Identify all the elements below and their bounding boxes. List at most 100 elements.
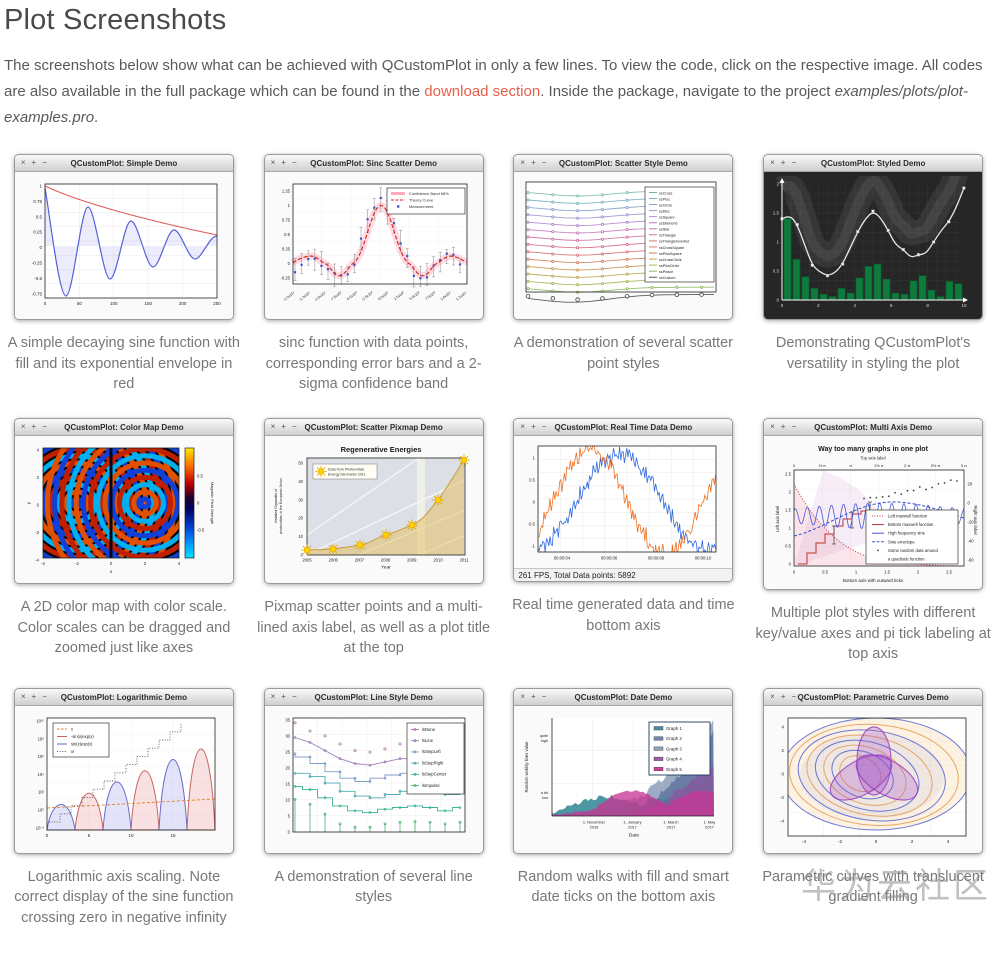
y-axis-ticks: 10¹⁰ 10⁸ 10⁶ 10⁴ 10² 10⁰ 10⁻² (36, 719, 45, 831)
window-titlebar: × + − QCustomPlot: Scatter Style Demo (514, 155, 733, 173)
close-icon: × (770, 422, 775, 432)
tick-label: 1.25 (281, 189, 290, 194)
tick-label: 0.25 (281, 247, 290, 252)
tick-label: 1 (533, 456, 536, 461)
intro-text-1: The screenshots below show what can be a… (4, 57, 983, 100)
minimize-icon: − (791, 692, 797, 702)
tick-label: 5.0x10³ (408, 291, 421, 302)
random-walk-fills (552, 720, 715, 817)
tick-label: 0.0x10⁰ (377, 291, 390, 302)
y-axis-label: photovoltaic in the European Union (279, 478, 283, 534)
window-titlebar: × + − QCustomPlot: Date Demo (514, 689, 733, 707)
tick-label: 2006 (328, 558, 338, 563)
window-titlebar: × + − QCustomPlot: Scatter Pixmap Demo (264, 419, 483, 437)
left-axis-ticks: 2.5 2 1.5 1 0.5 0 (785, 472, 791, 567)
parametric-plot-svg: -4 -2 0 2 4 4 2 0 -2 -4 (780, 717, 967, 844)
tick-label: 1.0x10⁴ (439, 291, 452, 302)
tick-label: 00:00:10 (695, 556, 712, 561)
y-axis-label: y (27, 501, 32, 504)
tick-label: 2008 (381, 558, 391, 563)
tick-label: ssDiamond (659, 222, 677, 226)
tick-label: 10 (285, 798, 290, 803)
y-axis-ticks: 4 2 0 -2 -4 (35, 448, 39, 563)
thumbnail-parametric-demo[interactable]: × + − QCustomPlot: Parametric Curves Demo … (763, 688, 984, 855)
y-tick-label: high (541, 739, 548, 743)
minimize-icon: − (541, 158, 547, 168)
caption-simple-demo: A simple decaying sine function with fil… (7, 335, 240, 392)
tick-label: -40 (968, 539, 975, 544)
maximize-icon: + (531, 692, 536, 702)
tick-label: 1.5 (785, 508, 791, 513)
tick-label: 0.5 (773, 269, 780, 274)
window-titlebar: × + − QCustomPlot: Real Time Data Demo (514, 419, 733, 437)
y-axis-label: Installed Gigawatts of (274, 489, 278, 523)
thumbnail-sinc-scatter-demo[interactable]: × + − QCustomPlot: Sinc Scatter Demo (263, 154, 484, 321)
thumbnail-multi-axis-demo[interactable]: × + − QCustomPlot: Multi Axis Demo Way too… (763, 418, 984, 591)
thumbnail-logarithmic-demo[interactable]: × + − QCustomPlot: Logarithmic Demo (13, 688, 234, 855)
maximize-icon: + (281, 158, 286, 168)
legend-box (648, 721, 711, 776)
close-icon: × (20, 692, 26, 702)
window-title: QCustomPlot: Multi Axis Demo (814, 422, 933, 432)
tick-label: -5.0x10³ (345, 291, 358, 303)
maximize-icon: + (31, 158, 37, 168)
thumbnail-date-demo[interactable]: × + − QCustomPlot: Date Demo Graph 1 Graph … (513, 688, 734, 855)
thumbnail-styled-demo[interactable]: × + − QCustomPlot: Styled Demo 2 1.5 1 0.5 0 0… (763, 154, 984, 321)
tick-label: lsStepCenter (422, 772, 447, 777)
tick-label: 2.5x10³ (393, 291, 406, 302)
tick-label: Graph 2 (666, 736, 682, 741)
data-curve (306, 460, 465, 551)
maximize-icon: + (531, 422, 536, 432)
thumbnail-scatter-style-demo[interactable]: × + − QCustomPlot: Scatter Style Demo ssCr… (513, 154, 734, 321)
caption-sinc-demo: sinc function with data points, correspo… (265, 335, 482, 392)
tick-label: ssStar (659, 228, 670, 232)
x-axis-label: Date (629, 833, 639, 839)
sine-envelope-curve (793, 501, 965, 537)
tick-label: ssDisc (659, 210, 670, 214)
tick-label: 40 (298, 479, 303, 484)
exponential-envelope-curve (44, 185, 217, 236)
page-title: Plot Screenshots (4, 4, 227, 36)
tick-label: 00:00:04 (554, 556, 571, 561)
tick-label: ssSquare (659, 216, 675, 220)
tick-label: -20 (968, 520, 975, 525)
tick-label: 0 (287, 261, 290, 266)
thumbnail-simple-demo[interactable]: × + − QCustomPlot: Simple Demo 1 0.75 0.5 0.2… (13, 154, 234, 321)
tick-label: 0 (300, 553, 303, 558)
tick-label: a quadratic function (888, 557, 925, 562)
window-titlebar: × + − QCustomPlot: Logarithmic Demo (14, 689, 233, 707)
plot-card-real-time: × + − QCustomPlot: Real Time Data Demo 1 0.… (504, 418, 744, 664)
thumbnail-line-style-demo[interactable]: × + − QCustomPlot: Line Style Demo lsNone l… (263, 688, 484, 855)
thumbnail-color-map-demo[interactable]: × + − QCustomPlot: Color Map Demo (13, 418, 234, 585)
tick-label: 0 (39, 245, 42, 250)
color-map-rings (42, 448, 179, 559)
window-title: QCustomPlot: Styled Demo (820, 158, 926, 168)
tick-label: 0.75 (281, 218, 290, 223)
maximize-icon: + (780, 422, 786, 432)
thumbnail-scatter-pixmap-demo[interactable]: × + − QCustomPlot: Scatter Pixmap Demo (263, 418, 484, 585)
close-icon: × (270, 158, 276, 168)
x-axis-ticks: -1.5x10⁴ -1.3x10⁴ -1.0x10⁴ -7.5x10³ -5.0x10³… (282, 291, 468, 303)
close-icon: × (520, 422, 526, 432)
minimize-icon: − (541, 692, 547, 702)
thumbnail-real-time-demo[interactable]: × + − QCustomPlot: Real Time Data Demo 1 0.… (513, 418, 734, 583)
x-axis-ticks-year: 2016 2017 2017 2017 (590, 825, 714, 830)
tick-label: -2 (35, 530, 39, 535)
close-icon: × (770, 692, 775, 702)
download-section-link[interactable]: download section (424, 82, 541, 100)
tick-label: 35 (285, 718, 290, 723)
plot-card-scatter-style: × + − QCustomPlot: Scatter Style Demo ssCr… (504, 154, 744, 394)
tick-label: 6 (890, 303, 893, 308)
real-time-plot-svg: 10.50-0.5-1 00:00:04 00:00:06 00:00:08 00:0… (528, 445, 717, 561)
tick-label: π (849, 463, 852, 468)
tick-label: 1.5 (773, 211, 780, 216)
tick-label: 0 (533, 500, 536, 505)
plot-title: Way too many graphs in one plot (818, 446, 928, 453)
tick-label: 100 (110, 301, 118, 306)
tick-label: 2017 (667, 825, 676, 830)
tick-label: 2 (144, 561, 147, 566)
tick-label: 2007 (354, 558, 364, 563)
y-axis-label: Random wobbly lines value (524, 741, 529, 793)
tick-label: -0.5 (34, 276, 42, 281)
tick-label: 0 (44, 301, 47, 306)
